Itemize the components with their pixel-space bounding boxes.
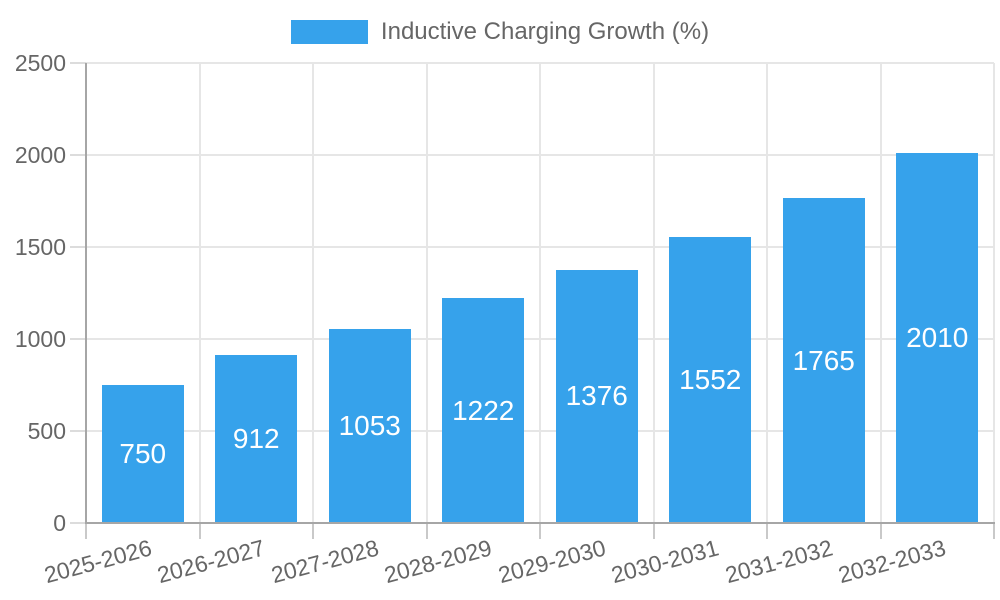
y-axis-tick [70, 430, 86, 432]
x-axis-tick-label: 2026-2027 [154, 534, 268, 589]
bar: 1222 [442, 298, 525, 523]
y-axis-tick [70, 62, 86, 64]
x-axis-tick [539, 523, 541, 539]
x-axis-tick [425, 523, 428, 539]
bar-value-label: 2010 [906, 322, 969, 354]
chart-legend: Inductive Charging Growth (%) [0, 14, 1000, 50]
x-axis-line [85, 522, 995, 524]
gridline [879, 63, 882, 523]
x-axis-tick-label: 2027-2028 [268, 534, 382, 589]
x-axis-tick [766, 523, 768, 539]
bar-value-label: 1376 [565, 380, 628, 412]
gridline [652, 63, 655, 523]
x-axis-tick-label: 2030-2031 [608, 534, 722, 589]
y-axis-tick [70, 154, 86, 156]
bar-value-label: 1552 [679, 364, 742, 396]
y-axis-tick [70, 338, 86, 340]
bar: 1552 [669, 237, 752, 523]
legend-item[interactable]: Inductive Charging Growth (%) [290, 18, 710, 46]
bar: 750 [101, 385, 184, 523]
bar: 912 [215, 355, 298, 523]
x-axis-tick [312, 523, 314, 539]
x-axis-tick [652, 523, 655, 539]
y-axis-tick-label: 1000 [14, 326, 66, 352]
x-axis-tick-label: 2032-2033 [835, 534, 949, 589]
y-axis-tick-label: 2500 [14, 50, 66, 76]
bar: 2010 [896, 153, 979, 523]
y-axis-tick-label: 2000 [14, 142, 66, 168]
bar-value-label: 1222 [452, 394, 515, 426]
legend-label: Inductive Charging Growth (%) [380, 18, 710, 45]
x-axis-tick [198, 523, 201, 539]
bar: 1376 [555, 269, 638, 523]
bar-value-label: 912 [232, 423, 280, 455]
y-axis-tick-label: 0 [53, 510, 66, 536]
x-axis-tick-label: 2028-2029 [381, 534, 495, 589]
y-axis-tick-label: 500 [27, 418, 66, 444]
gridline [198, 63, 201, 523]
y-axis-tick [70, 246, 86, 248]
gridline [766, 63, 768, 523]
bar: 1053 [328, 329, 411, 523]
y-axis-line [85, 63, 87, 523]
bar-value-label: 1765 [792, 344, 855, 376]
x-axis-tick [85, 523, 87, 539]
gridline [425, 63, 428, 523]
gridline [312, 63, 314, 523]
bar-value-label: 1053 [338, 410, 401, 442]
bar: 1765 [782, 198, 865, 523]
x-axis-tick-label: 2031-2032 [722, 534, 836, 589]
y-axis-tick [70, 522, 86, 524]
bar-value-label: 750 [119, 438, 167, 469]
gridline [993, 63, 995, 523]
gridline [539, 63, 541, 523]
y-axis-tick-label: 1500 [14, 234, 66, 260]
x-axis-tick [879, 523, 882, 539]
x-axis-tick [993, 523, 995, 539]
legend-swatch-icon [290, 20, 368, 44]
x-axis-tick-label: 2029-2030 [495, 534, 609, 589]
x-axis-tick-label: 2025-2026 [41, 534, 155, 589]
